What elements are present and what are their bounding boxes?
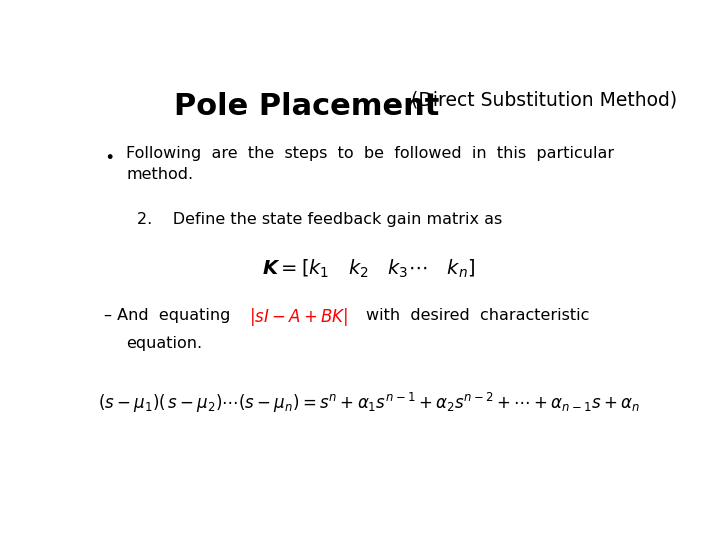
Text: Pole Placement: Pole Placement bbox=[174, 92, 439, 121]
Text: 2.    Define the state feedback gain matrix as: 2. Define the state feedback gain matrix… bbox=[138, 212, 503, 227]
Text: (Direct Substitution Method): (Direct Substitution Method) bbox=[405, 90, 678, 109]
Text: $\bullet$: $\bullet$ bbox=[104, 146, 114, 164]
Text: Following  are  the  steps  to  be  followed  in  this  particular
method.: Following are the steps to be followed i… bbox=[126, 146, 614, 182]
Text: – And  equating: – And equating bbox=[104, 308, 230, 323]
Text: $|sI - A + BK|$: $|sI - A + BK|$ bbox=[249, 306, 348, 328]
Text: equation.: equation. bbox=[126, 336, 202, 352]
Text: $(s-\mu_1)(\,s-\mu_2)\cdots(s-\mu_n) = s^n + \alpha_1 s^{n-1} + \alpha_2 s^{n-2}: $(s-\mu_1)(\,s-\mu_2)\cdots(s-\mu_n) = s… bbox=[99, 391, 640, 415]
Text: $\boldsymbol{K} = [k_1 \quad k_2 \quad k_3\cdots \quad k_n]$: $\boldsymbol{K} = [k_1 \quad k_2 \quad k… bbox=[263, 258, 475, 280]
Text: with  desired  characteristic: with desired characteristic bbox=[366, 308, 590, 323]
